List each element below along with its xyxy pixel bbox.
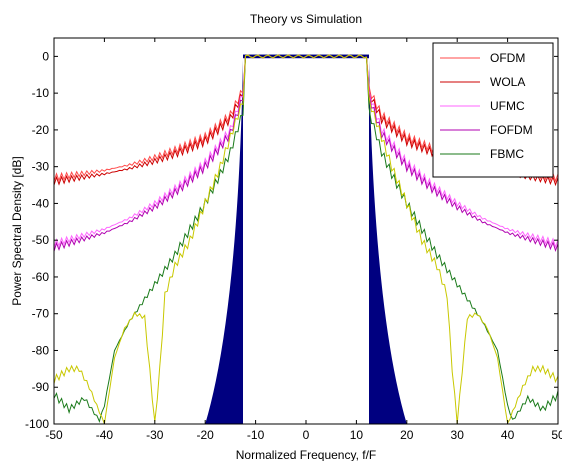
x-tick-label: 20 [400,428,414,442]
x-tick-label: 40 [501,428,515,442]
legend-label-fofdm: FOFDM [490,123,533,137]
legend-label-wola: WOLA [490,75,525,89]
legend-label-fbmc: FBMC [490,147,524,161]
x-tick-label: -20 [197,428,215,442]
y-tick-label: -70 [32,307,50,321]
y-tick-label: -100 [25,417,49,431]
y-tick-label: 0 [42,49,49,63]
legend-label-ufmc: UFMC [490,99,525,113]
x-axis-label: Normalized Frequency, f/F [236,448,377,461]
series-line-unlabeled-5 [53,54,559,425]
y-tick-label: -20 [32,123,50,137]
legend-box [432,42,554,178]
y-tick-label: -60 [32,270,50,284]
x-tick-label: 30 [451,428,465,442]
right-skirt-fill [369,60,407,425]
y-axis-label: Power Spectral Density [dB] [10,156,24,305]
x-tick-label: 50 [551,428,562,442]
x-tick-label: -50 [45,428,63,442]
legend: OFDM WOLA UFMC FOFDM FBMC [432,42,554,178]
x-tick-label: 10 [350,428,364,442]
y-tick-label: -40 [32,196,50,210]
y-tick-label: -10 [32,86,50,100]
x-tick-label: -30 [146,428,164,442]
legend-label-ofdm: OFDM [490,51,525,65]
x-tick-label: -10 [247,428,265,442]
left-skirt-fill [205,60,243,425]
y-tick-label: -50 [32,233,50,247]
x-tick-label: -40 [96,428,114,442]
chart-title: Theory vs Simulation [250,12,362,26]
tick-group: -50 -40 -30 -20 -10 0 10 20 30 40 500-10-20-30-40-… [25,38,562,442]
y-tick-label: -30 [32,160,50,174]
y-tick-label: -90 [32,380,50,394]
series-group [53,54,559,425]
x-tick-label: 0 [303,428,310,442]
y-tick-label: -80 [32,343,50,357]
